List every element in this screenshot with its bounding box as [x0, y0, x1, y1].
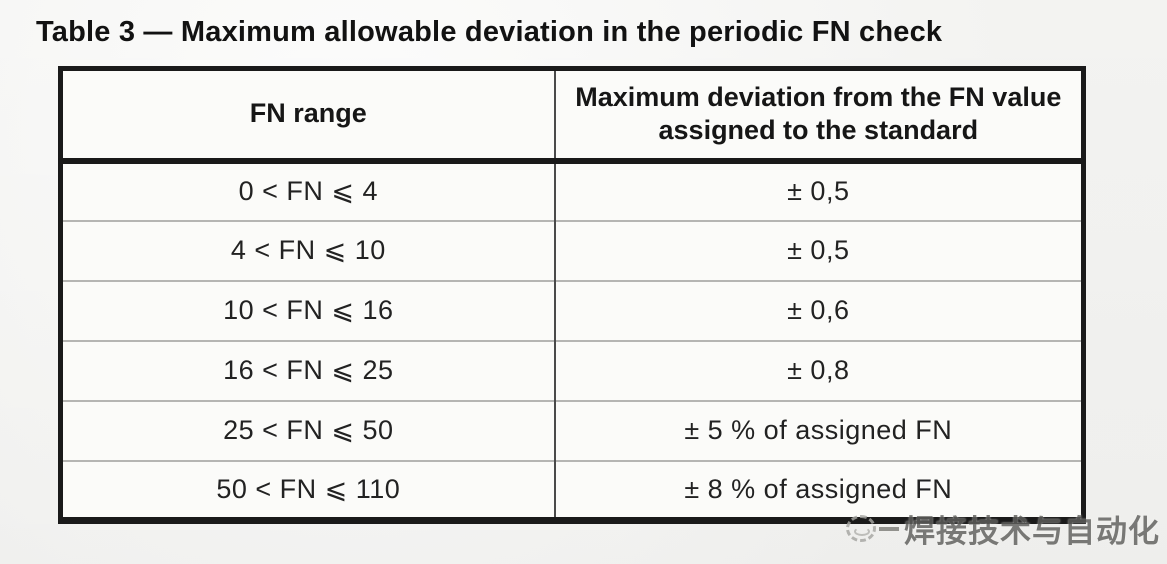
- watermark-dash: [879, 526, 899, 531]
- deviation-cell: ± 0,5: [554, 219, 1084, 281]
- fn-range-cell: 50 < FN ⩽ 110: [60, 459, 556, 521]
- deviation-cell: ± 0,6: [554, 279, 1084, 341]
- fn-range-cell: 10 < FN ⩽ 16: [60, 279, 556, 341]
- deviation-cell: ± 5 % of assigned FN: [554, 399, 1084, 461]
- header-fn-range: FN range: [60, 68, 556, 164]
- deviation-cell: ± 8 % of assigned FN: [554, 459, 1084, 521]
- table-row: 16 < FN ⩽ 25 ± 0,8: [60, 339, 1084, 401]
- table-row: 0 < FN ⩽ 4 ± 0,5: [60, 160, 1084, 221]
- table-row: 10 < FN ⩽ 16 ± 0,6: [60, 279, 1084, 341]
- fn-range-cell: 0 < FN ⩽ 4: [60, 160, 556, 221]
- table-caption: Table 3 — Maximum allowable deviation in…: [36, 16, 943, 48]
- table-row: 25 < FN ⩽ 50 ± 5 % of assigned FN: [60, 399, 1084, 461]
- header-max-deviation: Maximum deviation from the FN value assi…: [554, 68, 1084, 164]
- table-row: 50 < FN ⩽ 110 ± 8 % of assigned FN: [60, 459, 1084, 521]
- fn-range-cell: 25 < FN ⩽ 50: [60, 399, 556, 461]
- fn-deviation-table: FN range Maximum deviation from the FN v…: [58, 66, 1086, 524]
- fn-range-cell: 4 < FN ⩽ 10: [60, 219, 556, 281]
- header-row: FN range Maximum deviation from the FN v…: [60, 68, 1084, 164]
- deviation-cell: ± 0,5: [787, 176, 850, 206]
- deviation-cell: ± 0,8: [554, 339, 1084, 401]
- fn-range-cell: 16 < FN ⩽ 25: [60, 339, 556, 401]
- table-row: 4 < FN ⩽ 10 ± 0,5: [60, 219, 1084, 281]
